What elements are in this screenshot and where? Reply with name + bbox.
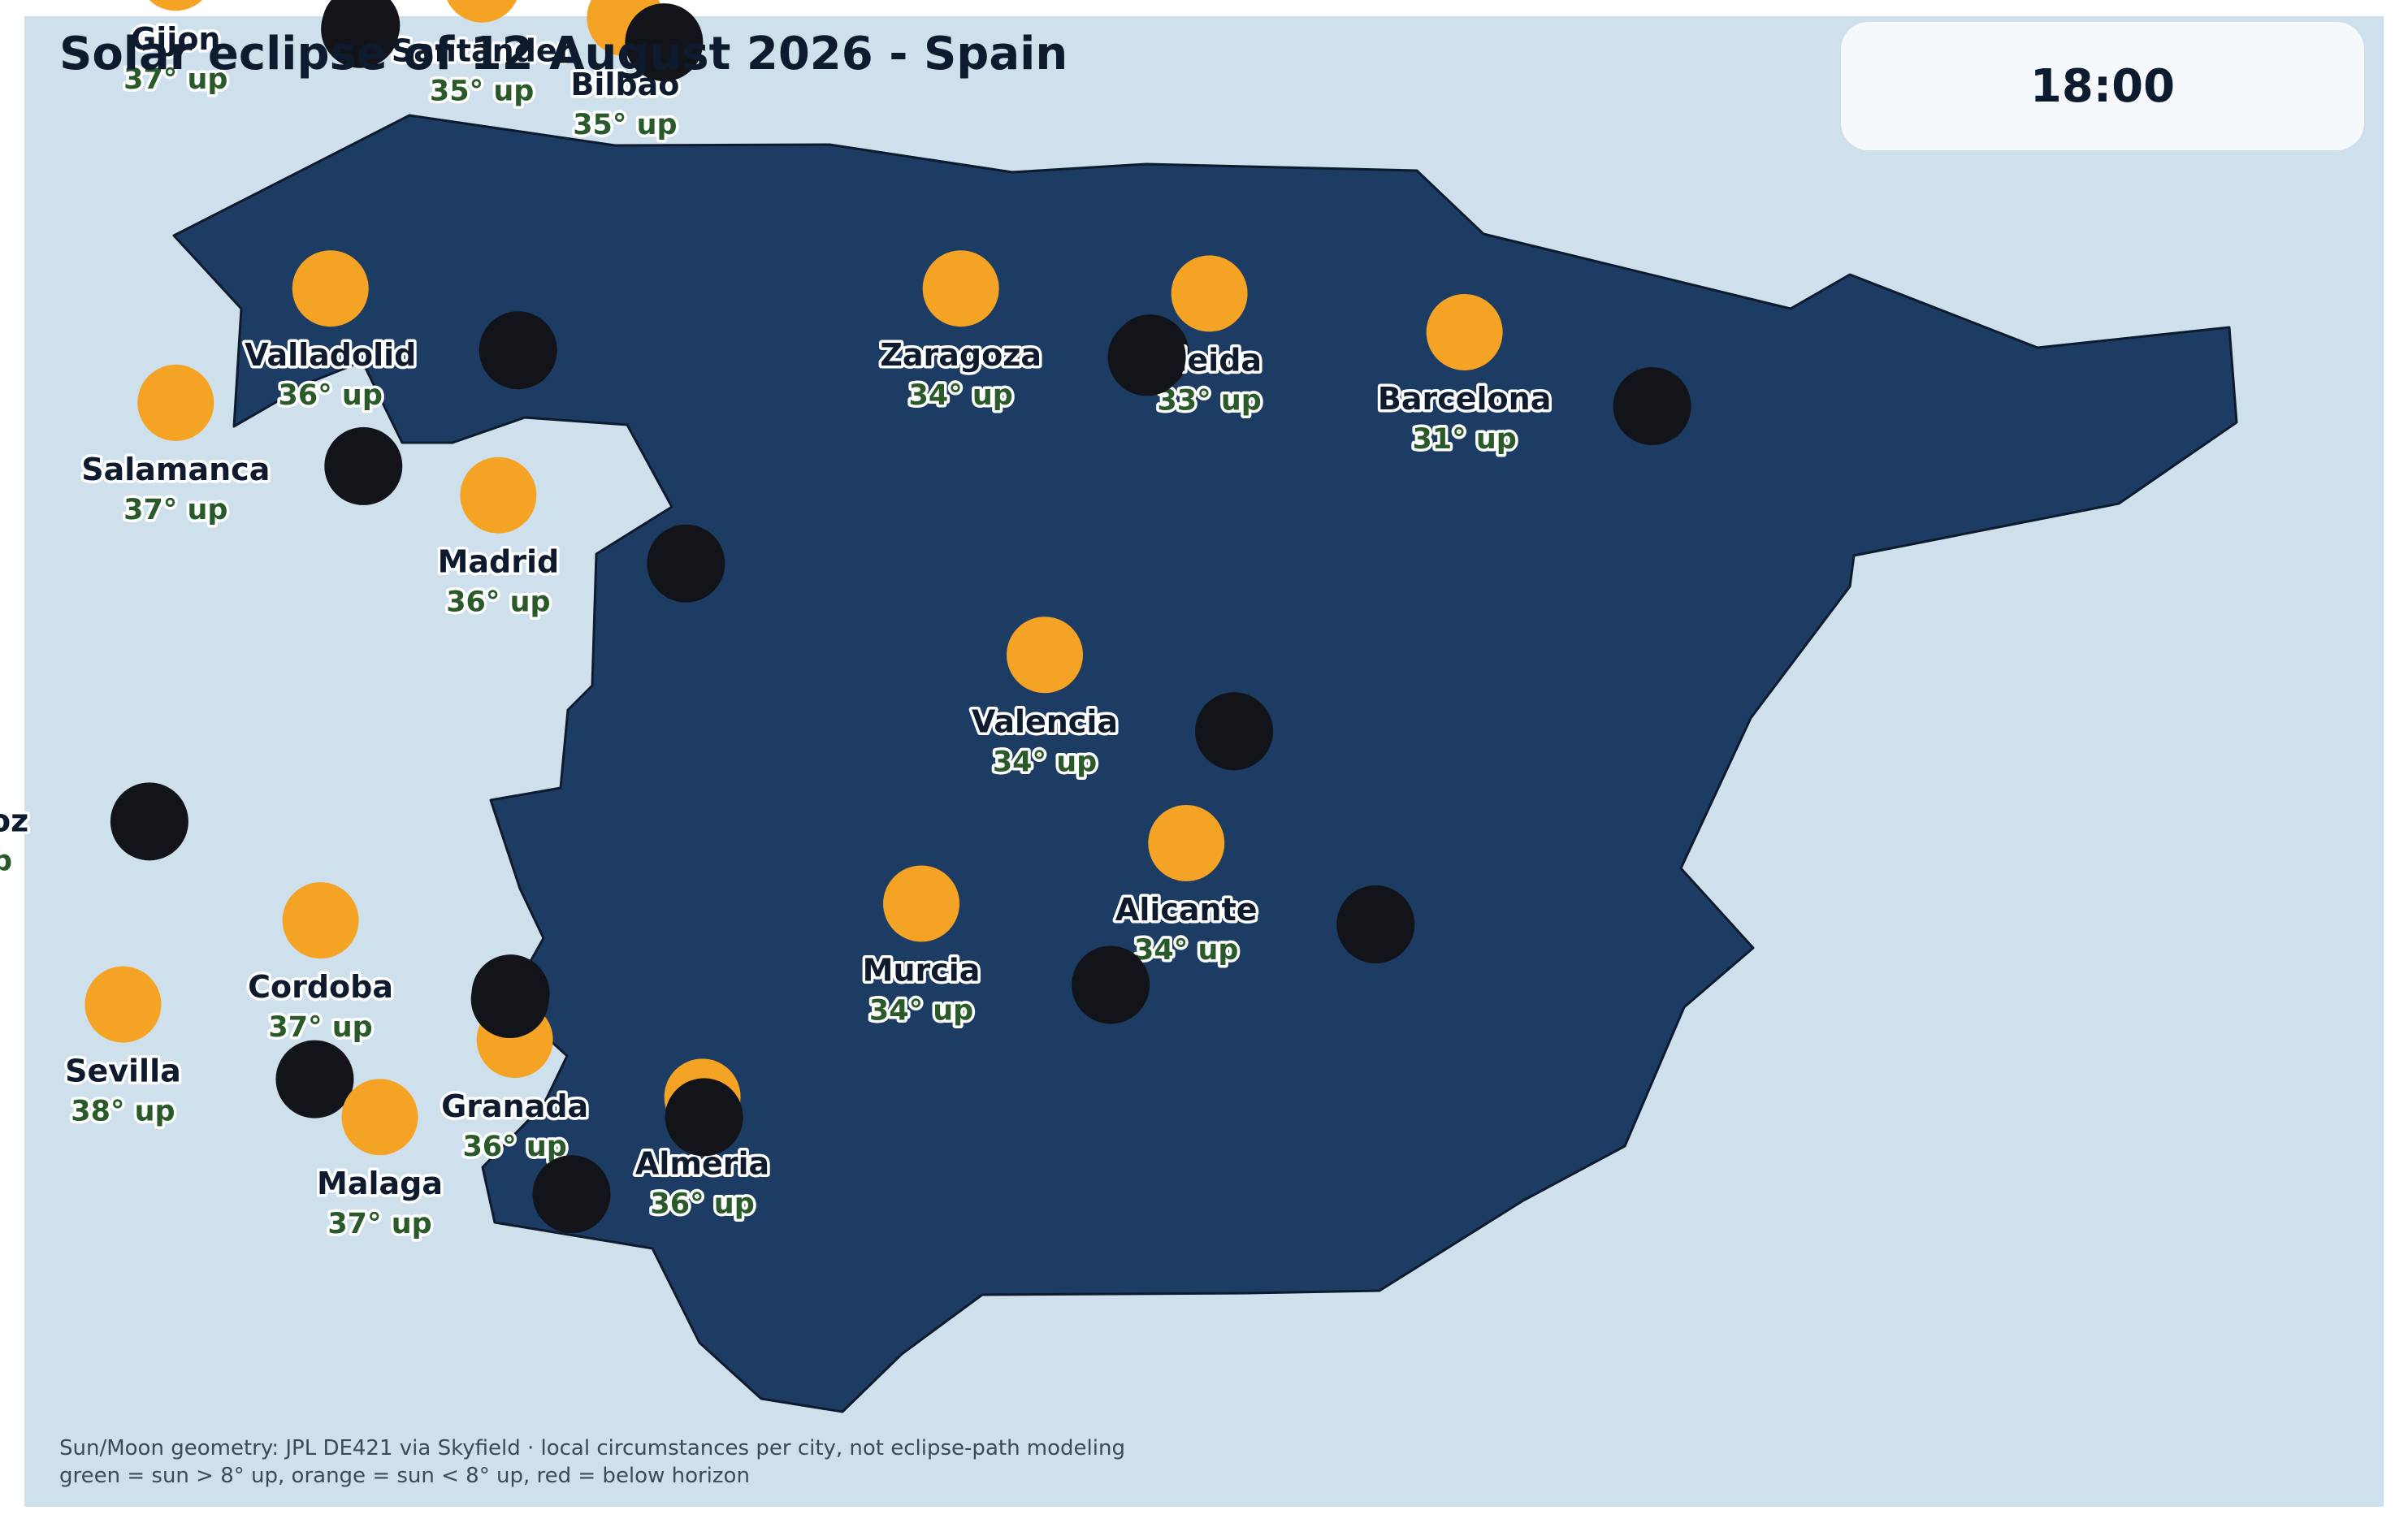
city-marker-malaga: Malaga 37° up <box>314 1079 611 1244</box>
clock-panel: 18:00 <box>1841 22 2364 150</box>
city-name-santander: Santander <box>392 33 573 69</box>
city-marker-valladolid: Valladolid 36° up <box>242 250 557 415</box>
sun-icon <box>1148 804 1225 881</box>
city-marker-madrid: Madrid 36° up <box>435 456 725 621</box>
city-marker-granada: Granada 36° up <box>439 960 591 1166</box>
city-name-zaragoza: Zaragoza <box>880 337 1042 373</box>
sun-icon <box>922 250 999 327</box>
sun-icon <box>1426 294 1503 371</box>
city-altitude-granada: 36° up <box>462 1131 566 1163</box>
city-marker-santander: Santander 35° up <box>321 0 575 110</box>
sun-icon <box>460 456 537 534</box>
sun-icon <box>292 250 369 327</box>
city-name-cordoba: Cordoba <box>248 969 393 1005</box>
sun-icon <box>149 0 202 11</box>
city-altitude-cordoba: 37° up <box>268 1011 372 1044</box>
sun-icon <box>1171 255 1248 332</box>
sun-icon <box>447 0 517 23</box>
city-marker-barcelona: Barcelona 31° up <box>1375 294 1691 459</box>
moon-icon <box>479 311 557 390</box>
moon-icon <box>532 1155 611 1234</box>
moon-icon <box>275 1040 354 1118</box>
city-altitude-zaragoza: 34° up <box>908 379 1012 412</box>
moon-icon <box>321 0 400 68</box>
footer-source: Sun/Moon geometry: JPL DE421 via Skyfiel… <box>59 1436 1125 1460</box>
city-name-badajoz: Badajoz <box>0 803 28 838</box>
map-title: Solar eclipse of 12 August 2026 - Spain <box>59 28 1068 80</box>
city-name-salamanca: Salamanca <box>81 452 270 487</box>
moon-icon <box>1107 318 1186 396</box>
city-marker-sevilla: Sevilla 38° up <box>63 966 354 1131</box>
moon-icon <box>665 1078 743 1157</box>
city-name-barcelona: Barcelona <box>1378 381 1551 417</box>
sun-icon <box>883 865 960 942</box>
city-marker-salamanca: Salamanca 37° up <box>79 364 403 529</box>
moon-icon <box>470 960 549 1039</box>
city-altitude-madrid: 36° up <box>446 586 550 619</box>
city-marker-murcia: Murcia 34° up <box>860 865 1150 1030</box>
city-name-alicante: Alicante <box>1115 892 1258 928</box>
city-altitude-salamanca: 37° up <box>123 494 227 526</box>
city-name-murcia: Murcia <box>863 952 981 988</box>
moon-icon <box>324 426 403 505</box>
city-altitude-bilbao: 35° up <box>573 109 677 141</box>
clock-time: 18:00 <box>2029 59 2176 113</box>
sun-icon <box>282 882 359 959</box>
moon-icon <box>1072 945 1150 1024</box>
sun-icon <box>1007 617 1084 694</box>
moon-icon <box>625 3 704 82</box>
city-altitude-santander: 35° up <box>430 76 534 108</box>
city-altitude-almeria: 36° up <box>650 1188 754 1220</box>
city-marker-valencia: Valencia 34° up <box>968 617 1274 781</box>
city-name-valencia: Valencia <box>972 703 1118 739</box>
city-name-valladolid: Valladolid <box>245 337 416 373</box>
footer-notes: Sun/Moon geometry: JPL DE421 via Skyfiel… <box>59 1434 1125 1490</box>
city-altitude-alicante: 34° up <box>1134 934 1238 967</box>
city-altitude-valladolid: 36° up <box>279 379 383 412</box>
city-name-madrid: Madrid <box>438 544 560 580</box>
city-altitude-gijon: 37° up <box>123 63 227 96</box>
city-altitude-murcia: 34° up <box>869 994 973 1027</box>
footer-legend: green = sun > 8° up, orange = sun < 8° u… <box>59 1464 750 1488</box>
sun-icon <box>341 1079 418 1156</box>
city-name-granada: Granada <box>441 1088 588 1124</box>
city-altitude-barcelona: 31° up <box>1412 423 1516 456</box>
city-marker-alicante: Alicante 34° up <box>1112 804 1415 969</box>
city-altitude-lleida: 33° up <box>1157 384 1261 417</box>
city-marker-badajoz: Badajoz 39° up <box>0 782 188 880</box>
moon-icon <box>1613 367 1691 446</box>
sun-icon <box>137 364 214 441</box>
city-name-malaga: Malaga <box>317 1166 443 1201</box>
moon-icon <box>1336 885 1415 963</box>
moon-icon <box>1195 692 1274 771</box>
city-name-gijon: Gijon <box>131 21 220 57</box>
city-altitude-malaga: 37° up <box>327 1208 431 1240</box>
city-name-sevilla: Sevilla <box>65 1054 181 1089</box>
moon-icon <box>110 782 188 861</box>
moon-icon <box>647 524 725 603</box>
city-altitude-sevilla: 38° up <box>71 1096 175 1128</box>
city-altitude-valencia: 34° up <box>993 746 1097 778</box>
city-altitude-badajoz: 39° up <box>0 845 12 877</box>
sun-icon <box>84 966 162 1043</box>
